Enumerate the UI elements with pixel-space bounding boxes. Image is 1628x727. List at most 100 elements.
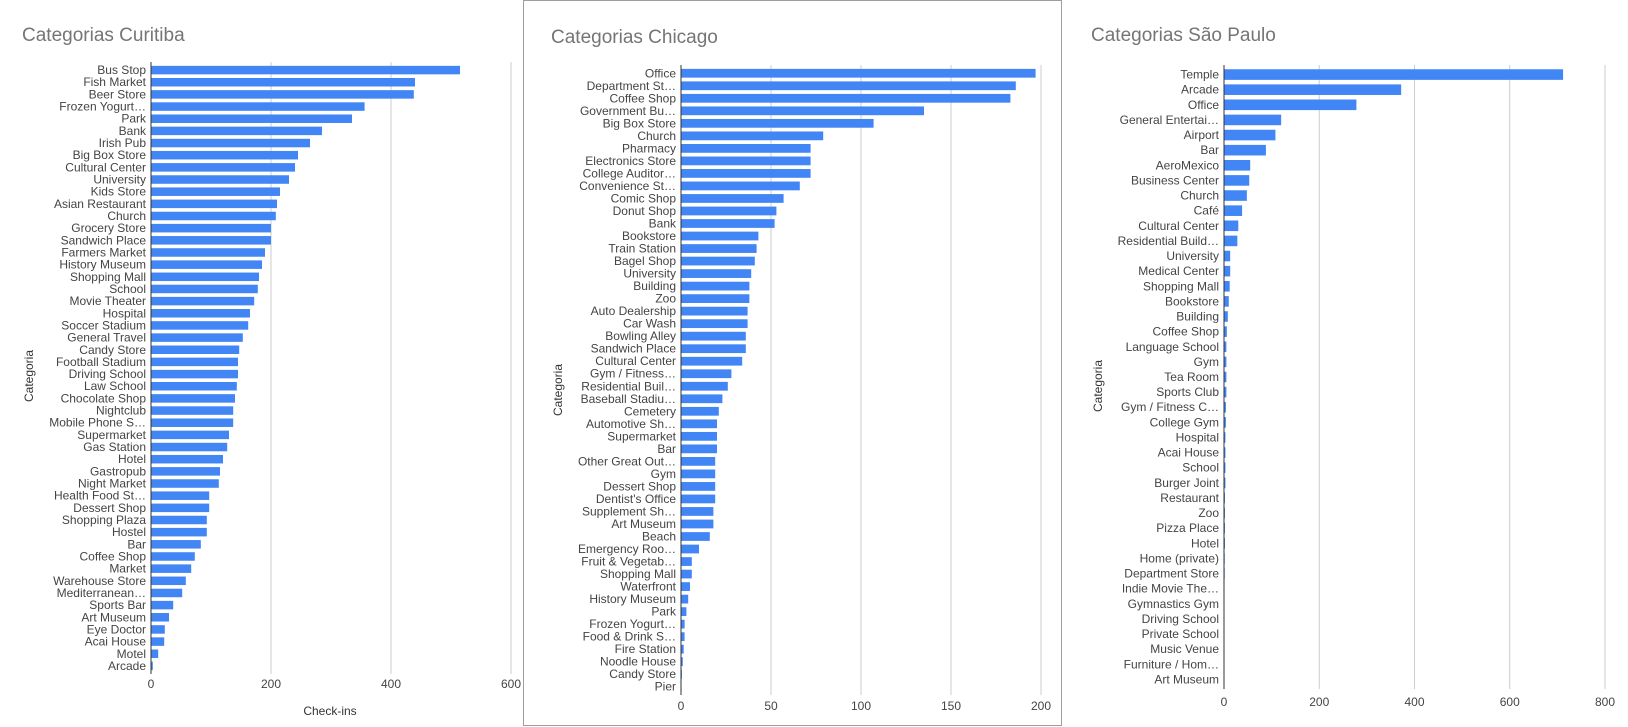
category-label: Waterfront xyxy=(620,580,676,594)
bar xyxy=(681,331,746,341)
category-label: Kids Store xyxy=(91,185,147,199)
bar xyxy=(681,356,743,366)
category-label: Driving School xyxy=(1142,612,1219,626)
bar xyxy=(1224,371,1227,383)
chart-title: Categorias São Paulo xyxy=(1091,25,1276,46)
bar xyxy=(1224,326,1227,337)
x-tick-label: 600 xyxy=(1500,695,1520,709)
bar xyxy=(681,444,717,454)
bar xyxy=(681,269,752,278)
x-tick-label: 200 xyxy=(1309,695,1329,709)
category-label: Residential Build… xyxy=(1118,234,1219,248)
category-label: Supermarket xyxy=(77,428,146,442)
bar xyxy=(1224,235,1238,247)
x-tick-label: 0 xyxy=(148,677,155,691)
category-label: Automotive Sh… xyxy=(586,417,676,431)
category-label: Gym xyxy=(1194,355,1219,369)
category-label: Eye Doctor xyxy=(87,622,146,636)
bar xyxy=(151,479,219,488)
bar xyxy=(151,637,165,646)
x-tick-label: 0 xyxy=(1221,695,1228,709)
category-label: Pier xyxy=(655,680,676,694)
bar xyxy=(1224,356,1227,368)
bar xyxy=(1224,250,1231,262)
category-label: Gas Station xyxy=(83,440,146,454)
bar xyxy=(151,138,310,148)
category-label: Comic Shop xyxy=(611,191,677,205)
bar xyxy=(681,569,692,579)
category-label: Other Great Out… xyxy=(578,454,676,468)
category-label: General Entertai… xyxy=(1120,113,1219,127)
category-label: Temple xyxy=(1180,68,1219,82)
bar xyxy=(151,503,210,513)
category-label: Gym / Fitness C… xyxy=(1121,400,1219,414)
category-label: General Travel xyxy=(67,331,146,345)
bar xyxy=(1224,205,1243,216)
x-tick-label: 800 xyxy=(1595,695,1615,709)
chart-title: Categorias Chicago xyxy=(551,27,718,48)
bar xyxy=(1224,477,1226,489)
category-label: Coffee Shop xyxy=(610,91,677,105)
bar xyxy=(681,532,710,541)
category-label: Bookstore xyxy=(622,229,676,243)
bar xyxy=(681,406,719,416)
x-tick-label: 100 xyxy=(851,699,871,713)
bar xyxy=(151,418,234,427)
bar xyxy=(681,494,716,504)
category-label: Church xyxy=(637,129,676,143)
bar xyxy=(1224,311,1228,322)
bar xyxy=(151,321,249,330)
category-label: Medical Center xyxy=(1138,264,1219,278)
category-label: Bar xyxy=(1200,143,1219,157)
bar xyxy=(681,256,755,266)
category-label: History Museum xyxy=(589,592,676,606)
category-label: Bus Stop xyxy=(97,63,146,77)
bar xyxy=(681,319,748,329)
category-label: Cultural Center xyxy=(595,354,676,368)
bar xyxy=(681,632,685,642)
bar xyxy=(1224,341,1227,353)
bar xyxy=(681,206,777,216)
bar xyxy=(681,482,716,491)
bar xyxy=(151,491,210,500)
x-tick-label: 600 xyxy=(501,677,521,691)
category-label: Furniture / Hom… xyxy=(1124,657,1219,671)
category-label: Dessert Shop xyxy=(603,479,676,493)
bar xyxy=(681,381,728,391)
bar xyxy=(681,657,683,667)
category-label: Market xyxy=(109,562,146,576)
category-label: Big Box Store xyxy=(603,116,677,130)
bar xyxy=(151,345,240,355)
category-label: Beer Store xyxy=(89,87,147,101)
chart-sao-paulo: Categorias São Paulo TempleArcadeOfficeG… xyxy=(1091,25,1615,709)
bar xyxy=(681,544,699,554)
category-label: Asian Restaurant xyxy=(54,197,147,211)
category-label: Building xyxy=(1176,310,1219,324)
bar xyxy=(151,309,250,318)
category-label: Convenience St… xyxy=(579,179,676,193)
category-label: Tea Room xyxy=(1164,370,1219,384)
category-label: Indie Movie The… xyxy=(1122,582,1219,596)
category-label: Candy Store xyxy=(609,667,676,681)
bar xyxy=(151,649,159,659)
category-label: Airport xyxy=(1184,128,1220,142)
category-label: Health Food St… xyxy=(54,489,146,503)
category-label: Bagel Shop xyxy=(614,254,676,268)
bar xyxy=(681,369,732,379)
category-label: Art Museum xyxy=(611,517,676,531)
bar xyxy=(151,175,289,184)
category-label: College Gym xyxy=(1150,415,1219,429)
x-tick-label: 0 xyxy=(678,699,685,713)
category-label: Driving School xyxy=(69,367,146,381)
bar xyxy=(681,156,811,166)
bar xyxy=(681,431,717,441)
chart-title: Categorias Curitiba xyxy=(22,25,185,46)
category-label: Bowling Alley xyxy=(605,329,676,343)
category-label: Cultural Center xyxy=(1138,219,1219,233)
bar xyxy=(151,564,192,573)
bar xyxy=(151,600,174,610)
category-label: Shopping Mall xyxy=(600,567,676,581)
bar xyxy=(1224,220,1239,232)
